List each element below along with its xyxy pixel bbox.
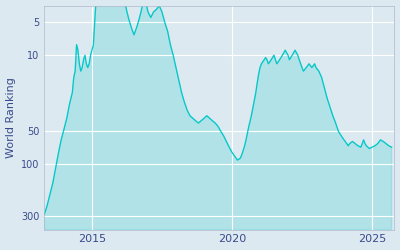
Y-axis label: World Ranking: World Ranking (6, 77, 16, 158)
